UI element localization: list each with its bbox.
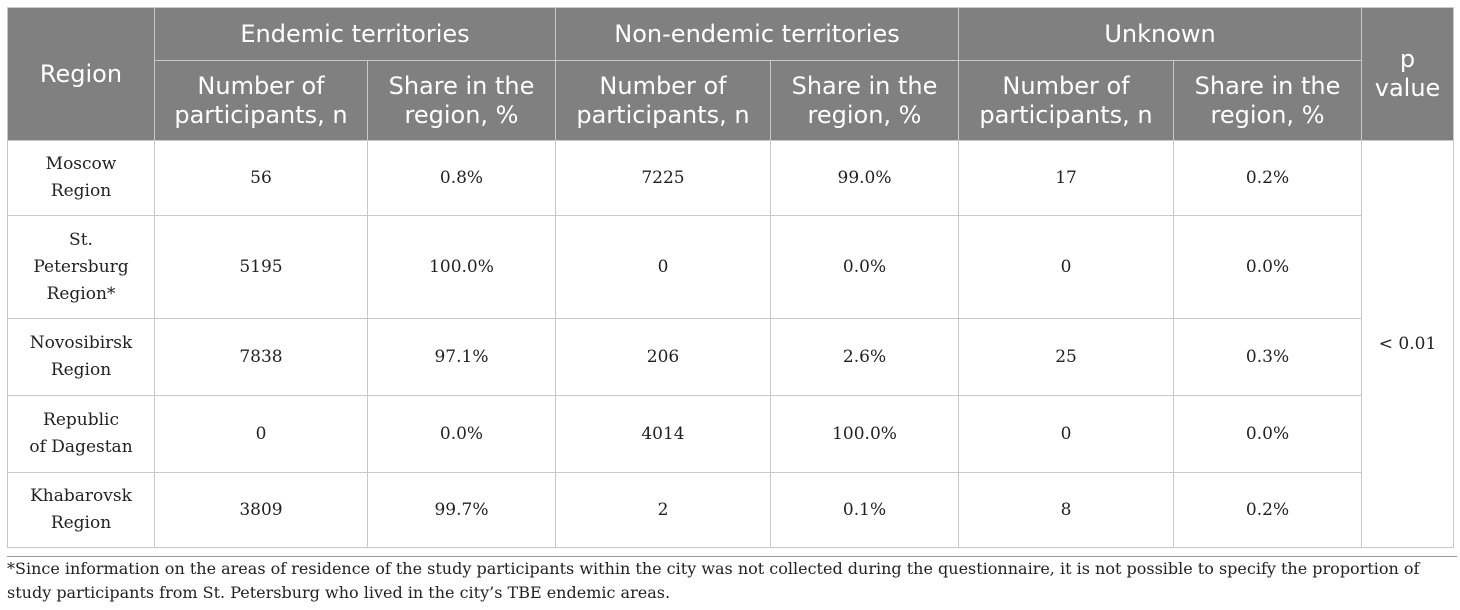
header-group-endemic: Endemic territories: [154, 7, 556, 61]
subheader-number: Number of participants, n: [154, 60, 368, 141]
subheader-number-line: Number of: [197, 71, 325, 100]
table-container: Region Endemic territories Non-endemic t…: [7, 7, 1455, 548]
region-cell: Republic of Dagestan: [7, 395, 155, 473]
subheader-share: Share in the region, %: [367, 60, 556, 141]
subheader-number: Number of participants, n: [555, 60, 771, 141]
cell-non-endemic-share: 0.0%: [769, 215, 960, 319]
region-line: Republic: [43, 410, 119, 430]
cell-unknown-share: 0.3%: [1173, 318, 1363, 396]
header-group-unknown: Unknown: [958, 7, 1363, 61]
table-footnote: *Since information on the areas of resid…: [7, 556, 1457, 605]
region-line: St.: [69, 229, 93, 250]
region-line: Region*: [46, 283, 116, 304]
region-line: Region: [50, 181, 112, 201]
subheader-share-line: region, %: [404, 100, 519, 129]
subheader-share-line: Share in the: [1194, 71, 1341, 100]
cell-unknown-number: 0: [958, 395, 1175, 473]
cell-endemic-number: 56: [154, 140, 368, 216]
cell-endemic-share: 99.7%: [367, 472, 556, 548]
subheader-share-line: region, %: [1210, 100, 1325, 129]
cell-endemic-share: 0.0%: [367, 395, 556, 473]
region-line: Petersburg: [33, 256, 129, 277]
region-line: Region: [50, 360, 112, 380]
cell-non-endemic-number: 4014: [555, 395, 771, 473]
subheader-number-line: participants, n: [576, 100, 750, 129]
header-p-value: p value: [1361, 7, 1455, 141]
cell-non-endemic-share: 2.6%: [769, 318, 960, 396]
cell-unknown-share: 0.0%: [1173, 395, 1363, 473]
p-value-cell: < 0.01: [1361, 140, 1455, 548]
cell-endemic-number: 7838: [154, 318, 368, 396]
data-table: Region Endemic territories Non-endemic t…: [7, 7, 1455, 548]
region-line: Novosibirsk: [29, 333, 133, 353]
cell-non-endemic-share: 99.0%: [769, 140, 960, 216]
subheader-share: Share in the region, %: [769, 60, 960, 141]
region-line: Region: [50, 513, 112, 533]
region-cell: Khabarovsk Region: [7, 472, 155, 548]
cell-unknown-number: 25: [958, 318, 1175, 396]
header-region: Region: [7, 7, 155, 141]
region-cell: Moscow Region: [7, 140, 155, 216]
region-cell: St. Petersburg Region*: [7, 215, 155, 319]
table-header: Region Endemic territories Non-endemic t…: [7, 7, 1455, 141]
cell-unknown-share: 0.0%: [1173, 215, 1363, 319]
subheader-share-line: region, %: [807, 100, 922, 129]
subheader-number-line: Number of: [1002, 71, 1130, 100]
cell-endemic-number: 3809: [154, 472, 368, 548]
table-row: St. Petersburg Region* 5195 100.0% 0 0.0…: [7, 215, 1454, 319]
cell-endemic-number: 5195: [154, 215, 368, 319]
table-body: Moscow Region 56 0.8% 7225 99.0% 17 0.2%…: [7, 140, 1455, 548]
subheader-share-line: Share in the: [791, 71, 938, 100]
subheader-share-line: Share in the: [388, 71, 535, 100]
cell-non-endemic-number: 2: [555, 472, 771, 548]
cell-unknown-share: 0.2%: [1173, 140, 1363, 216]
cell-endemic-share: 97.1%: [367, 318, 556, 396]
cell-unknown-share: 0.2%: [1173, 472, 1363, 548]
header-p-value-line: value: [1374, 74, 1441, 102]
cell-unknown-number: 0: [958, 215, 1175, 319]
cell-endemic-share: 0.8%: [367, 140, 556, 216]
table-row: Novosibirsk Region 7838 97.1% 206 2.6% 2…: [7, 318, 1454, 396]
subheader-number-line: participants, n: [979, 100, 1153, 129]
region-line: of Dagestan: [29, 437, 133, 457]
region-line: Khabarovsk: [30, 486, 132, 506]
region-cell: Novosibirsk Region: [7, 318, 155, 396]
subheader-share: Share in the region, %: [1173, 60, 1363, 141]
cell-non-endemic-share: 0.1%: [769, 472, 960, 548]
cell-non-endemic-share: 100.0%: [769, 395, 960, 473]
cell-unknown-number: 17: [958, 140, 1175, 216]
cell-endemic-share: 100.0%: [367, 215, 556, 319]
cell-endemic-number: 0: [154, 395, 368, 473]
cell-non-endemic-number: 0: [555, 215, 771, 319]
table-row: Republic of Dagestan 0 0.0% 4014 100.0% …: [7, 395, 1454, 473]
header-p-value-line: p: [1399, 45, 1416, 73]
subheader-number-line: Number of: [599, 71, 727, 100]
table-row: Moscow Region 56 0.8% 7225 99.0% 17 0.2%…: [7, 140, 1455, 548]
table-row: Khabarovsk Region 3809 99.7% 2 0.1% 8 0.…: [7, 472, 1454, 548]
header-group-non-endemic: Non-endemic territories: [554, 7, 960, 61]
subheader-number-line: participants, n: [174, 100, 348, 129]
cell-unknown-number: 8: [958, 472, 1175, 548]
region-line: Moscow: [45, 154, 117, 174]
subheader-number: Number of participants, n: [958, 60, 1175, 141]
cell-non-endemic-number: 206: [555, 318, 771, 396]
cell-non-endemic-number: 7225: [555, 140, 771, 216]
